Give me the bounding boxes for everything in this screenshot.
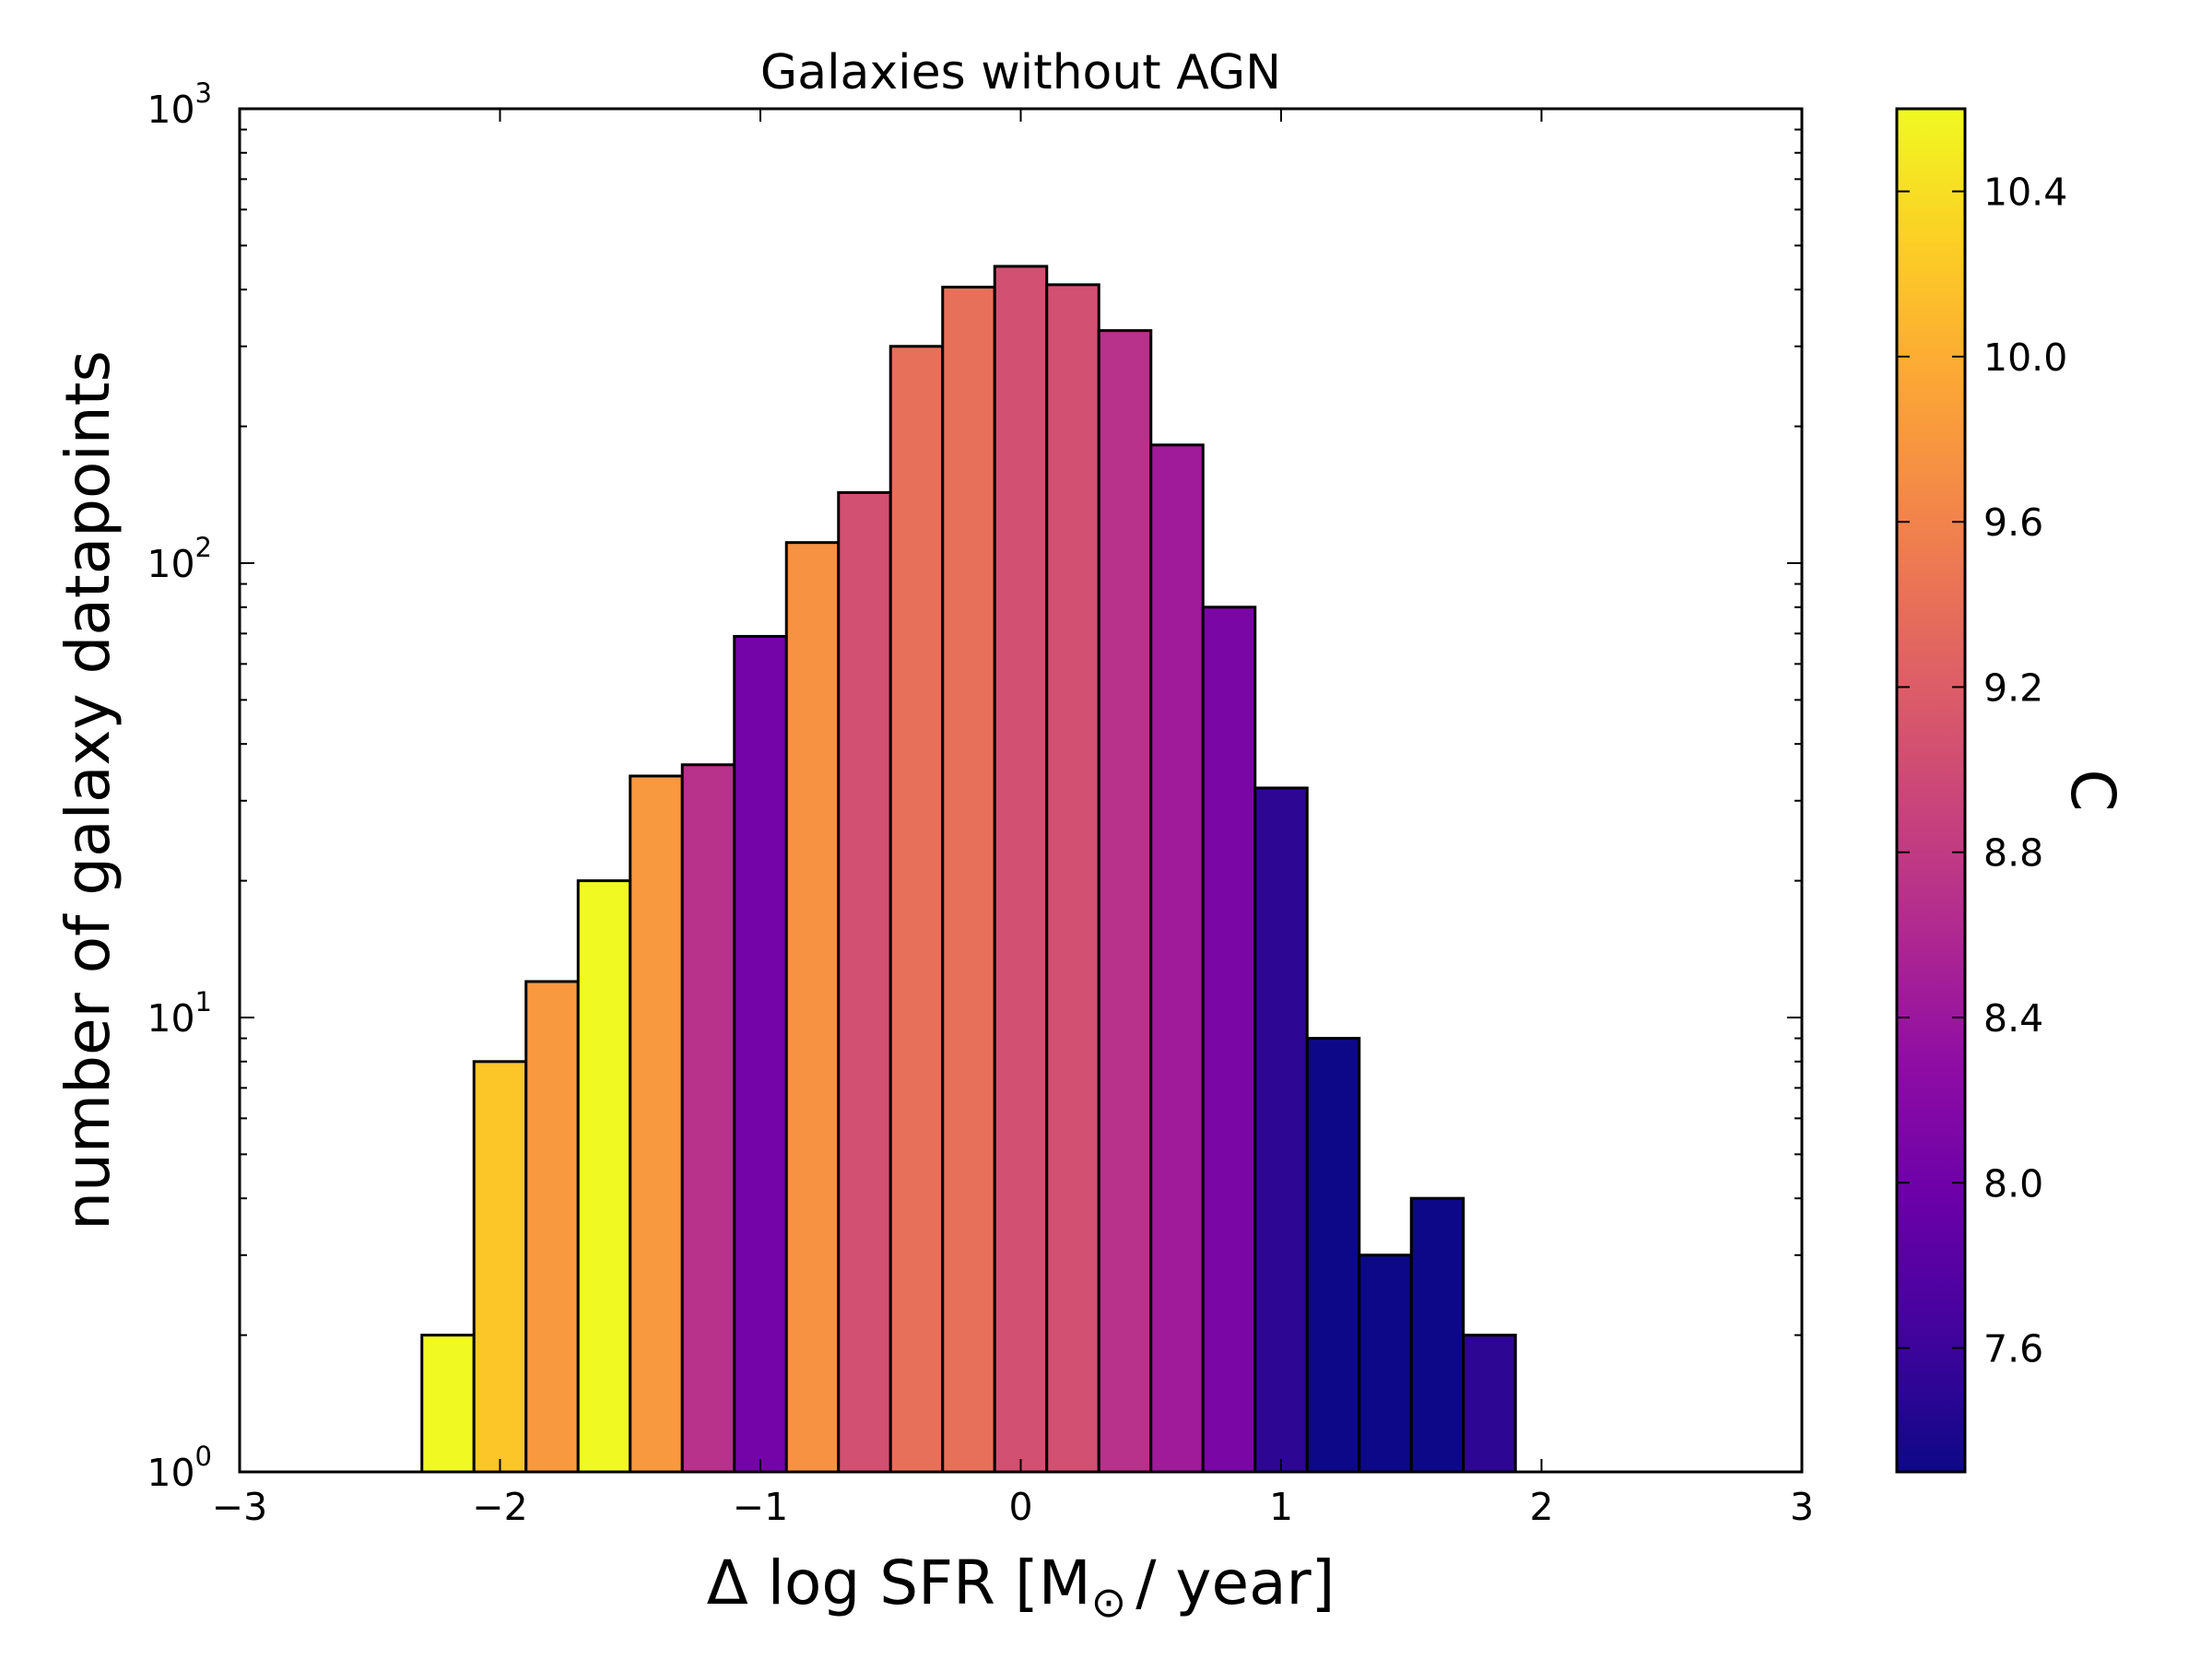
histogram-bar xyxy=(576,879,632,1474)
x-tick-label: 1 xyxy=(1269,1485,1293,1529)
histogram-bar xyxy=(888,345,945,1474)
colorbar-tick-label: 10.4 xyxy=(1983,171,2067,215)
y-tick-label: 103 xyxy=(147,77,212,132)
x-tick-label: 2 xyxy=(1529,1485,1553,1529)
colorbar-tick-label: 9.2 xyxy=(1983,665,2043,710)
histogram-bar xyxy=(1149,443,1205,1474)
x-axis-label: Δ log SFR [M⊙ / year] xyxy=(707,1547,1335,1627)
histogram-bar xyxy=(680,763,736,1474)
histogram-bar xyxy=(420,1334,476,1474)
x-tick-label: 0 xyxy=(1008,1485,1032,1529)
histogram-bar xyxy=(733,634,788,1474)
x-axis: −3 −2 −1 0 1 2 3 xyxy=(212,109,1814,1529)
colorbar-ticks: 7.6 8.0 8.4 8.8 9.2 9.6 10.0 10.4 xyxy=(1897,171,2067,1371)
colorbar-tick-label: 8.0 xyxy=(1983,1161,2043,1206)
histogram-bar xyxy=(837,490,892,1474)
colorbar-tick-label: 9.6 xyxy=(1983,500,2043,545)
y-tick-label: 101 xyxy=(147,986,212,1041)
bars-layer xyxy=(420,265,1517,1474)
histogram-bar xyxy=(941,286,996,1474)
colorbar-tick-label: 8.4 xyxy=(1983,996,2043,1041)
x-tick-label: −3 xyxy=(212,1485,267,1529)
histogram-bar xyxy=(472,1060,528,1474)
colorbar-tick-label: 7.6 xyxy=(1983,1327,2043,1371)
colorbar-label: C xyxy=(2057,769,2128,811)
x-tick-label: 3 xyxy=(1790,1485,1814,1529)
histogram-bar xyxy=(1409,1196,1465,1474)
histogram-bar xyxy=(524,980,580,1474)
histogram-bar xyxy=(1253,786,1309,1474)
histogram-bar xyxy=(629,774,684,1474)
histogram-bar xyxy=(1045,283,1100,1474)
histogram-bar xyxy=(1305,1037,1361,1474)
histogram-bar xyxy=(1462,1334,1517,1474)
histogram-bar xyxy=(784,541,841,1474)
y-tick-label: 100 xyxy=(147,1441,212,1495)
histogram-bar xyxy=(1358,1253,1413,1474)
x-axis-label-sun-symbol: ⊙ xyxy=(1091,1577,1127,1627)
histogram-bar xyxy=(1097,329,1153,1474)
colorbar-tick-label: 10.0 xyxy=(1983,335,2067,380)
chart-title: Galaxies without AGN xyxy=(760,45,1281,100)
histogram-bar xyxy=(993,265,1049,1474)
x-tick-label: −2 xyxy=(472,1485,527,1529)
x-tick-label: −1 xyxy=(733,1485,788,1529)
y-axis-label: number of galaxy datapoints xyxy=(53,350,124,1230)
y-axis: 100 101 102 103 xyxy=(147,77,1802,1495)
colorbar-tick-label: 8.8 xyxy=(1983,831,2043,876)
colorbar xyxy=(1895,107,1967,1474)
histogram-bar xyxy=(1201,606,1257,1474)
y-tick-label: 102 xyxy=(147,532,212,586)
